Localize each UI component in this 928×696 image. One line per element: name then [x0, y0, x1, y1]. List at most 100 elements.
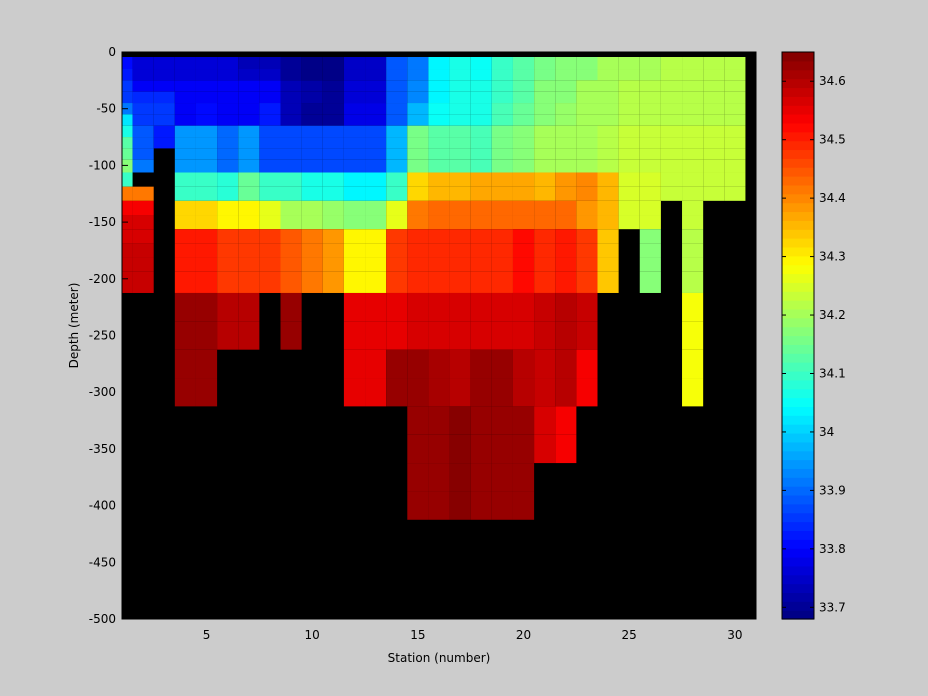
heatmap-cell: [217, 114, 239, 126]
heatmap-cell: [407, 271, 429, 293]
heatmap-cell: [682, 125, 704, 138]
heatmap-cell: [491, 292, 513, 322]
heatmap-cell: [132, 69, 154, 81]
heatmap-cell: [555, 114, 577, 126]
heatmap-cell: [555, 80, 577, 92]
heatmap-cell: [449, 148, 471, 160]
heatmap-cell: [322, 103, 344, 115]
heatmap-cell: [639, 103, 661, 115]
heatmap-cell: [195, 137, 218, 149]
heatmap-cell: [343, 91, 366, 104]
colorbar-segment: [782, 362, 814, 372]
heatmap-cell: [491, 80, 513, 92]
heatmap-cell: [576, 349, 598, 379]
y-tick-label: -50: [96, 102, 116, 116]
colorbar-segment: [782, 583, 814, 594]
heatmap-cell: [597, 159, 619, 173]
heatmap-cell: [512, 463, 535, 492]
heatmap-cell: [639, 186, 661, 201]
colorbar-segment: [782, 264, 814, 275]
heatmap-cell: [217, 200, 239, 216]
colorbar-segment: [782, 610, 814, 620]
heatmap-cell: [280, 229, 302, 244]
colorbar-segment: [782, 494, 814, 505]
heatmap-cell: [512, 69, 535, 81]
colorbar-segment: [782, 122, 814, 133]
heatmap-cell: [428, 114, 450, 126]
heatmap-cell: [259, 215, 281, 230]
heatmap-cell: [491, 172, 513, 187]
heatmap-cell: [132, 159, 154, 173]
heatmap-cell: [365, 215, 387, 230]
heatmap-cell: [280, 200, 302, 216]
heatmap-cell: [597, 125, 619, 138]
heatmap-cell: [280, 215, 302, 230]
heatmap-cell: [534, 148, 556, 160]
heatmap-cell: [576, 200, 598, 216]
heatmap-cell: [512, 215, 535, 230]
heatmap-cell: [512, 491, 535, 520]
heatmap-cell: [639, 159, 661, 173]
colorbar-tick-label: 34.4: [819, 191, 846, 205]
heatmap-cell: [217, 125, 239, 138]
heatmap-cell: [132, 215, 154, 230]
heatmap-cell: [322, 172, 344, 187]
heatmap-cell: [491, 491, 513, 520]
heatmap-cell: [470, 243, 492, 258]
heatmap-cell: [724, 148, 746, 160]
colorbar-segment: [782, 326, 814, 337]
heatmap-cell: [534, 103, 556, 115]
heatmap-cell: [217, 271, 239, 293]
heatmap-cell: [386, 69, 408, 81]
heatmap-cell: [724, 186, 746, 201]
heatmap-cell: [512, 321, 535, 350]
heatmap-cell: [217, 321, 239, 350]
heatmap-cell: [301, 114, 323, 126]
colorbar-tick-label: 33.8: [819, 542, 846, 556]
heatmap-cell: [217, 292, 239, 322]
heatmap-cell: [512, 148, 535, 160]
heatmap-cell: [280, 257, 302, 272]
heatmap-cell: [555, 186, 577, 201]
heatmap-cell: [618, 125, 640, 138]
heatmap-cell: [259, 91, 281, 104]
heatmap-cell: [660, 103, 683, 115]
heatmap-cell: [343, 186, 366, 201]
heatmap-cell: [534, 186, 556, 201]
heatmap-cell: [555, 378, 577, 407]
heatmap-cell: [259, 103, 281, 115]
heatmap-cell: [428, 378, 450, 407]
heatmap-cell: [597, 91, 619, 104]
heatmap-cell: [386, 91, 408, 104]
heatmap-cell: [724, 137, 746, 149]
heatmap-cell: [724, 114, 746, 126]
heatmap-cell: [322, 243, 344, 258]
heatmap-cell: [132, 114, 154, 126]
heatmap-cell: [386, 292, 408, 322]
heatmap-cell: [491, 114, 513, 126]
heatmap-cell: [660, 69, 683, 81]
heatmap-cell: [365, 200, 387, 216]
heatmap-cell: [576, 215, 598, 230]
colorbar-tick-label: 34.2: [819, 308, 846, 322]
heatmap-cell: [639, 243, 661, 258]
heatmap-cell: [682, 243, 704, 258]
heatmap-cell: [703, 69, 725, 81]
heatmap-cell: [174, 125, 196, 138]
heatmap-cell: [195, 172, 218, 187]
heatmap-cell: [280, 159, 302, 173]
colorbar-segment: [782, 308, 814, 319]
heatmap-cell: [576, 243, 598, 258]
heatmap-cell: [534, 159, 556, 173]
heatmap-cell: [386, 378, 408, 407]
colorbar-segment: [782, 158, 814, 168]
heatmap-cell: [512, 349, 535, 379]
heatmap-cell: [217, 69, 239, 81]
colorbar-tick-label: 34.3: [819, 250, 846, 264]
heatmap-cell: [576, 114, 598, 126]
heatmap-cell: [122, 186, 133, 201]
heatmap-cell: [555, 292, 577, 322]
heatmap-cell: [195, 229, 218, 244]
heatmap-cells: [122, 52, 756, 520]
heatmap-cell: [534, 378, 556, 407]
